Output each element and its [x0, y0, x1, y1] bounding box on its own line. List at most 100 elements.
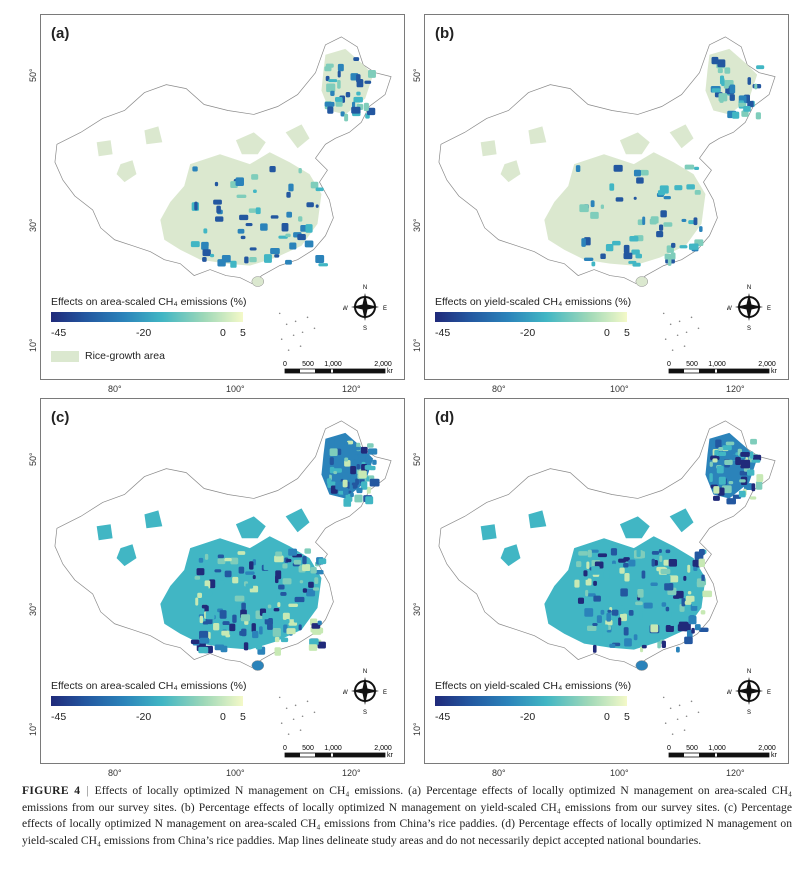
figure-caption: FIGURE 4 | Effects of locally optimized N …	[22, 783, 792, 849]
compass-e-label: E	[767, 690, 771, 696]
rice-region	[116, 544, 137, 567]
latitude-label: 50°	[412, 452, 422, 466]
china-map	[54, 36, 392, 351]
legend-title: Effects on yield-scaled CH₄ emissions (%…	[435, 680, 632, 692]
colorbar-tick-label: 0	[604, 327, 610, 339]
colorbar-tick-label: -20	[136, 711, 152, 723]
rice-region	[285, 508, 310, 533]
longitude-label: 120°	[726, 768, 745, 778]
panel-label: (d)	[435, 409, 455, 426]
rice-region	[619, 132, 650, 155]
compass-e-label: E	[383, 690, 387, 696]
caption-text: Effects of locally optimized N managemen…	[22, 784, 792, 847]
compass-rose-icon: N S E W	[343, 669, 387, 715]
compass-s-label: S	[363, 710, 367, 715]
rice-region	[144, 126, 163, 145]
scale-unit: km	[771, 368, 777, 375]
panel-label: (b)	[435, 25, 455, 42]
compass-w-label: W	[343, 690, 348, 696]
china-map	[54, 420, 392, 735]
colorbar-tick-label: -45	[51, 711, 67, 723]
scale-label: 2,000	[758, 361, 776, 368]
colorbar-tick-label: 0	[220, 327, 226, 339]
colorbar-tick-label: 5	[624, 327, 630, 339]
compass-rose-icon: N S E W	[727, 669, 771, 715]
colorbar-tick-label: 0	[604, 711, 610, 723]
longitude-label: 80°	[492, 384, 506, 394]
rice-region	[669, 508, 694, 533]
longitude-label: 80°	[108, 384, 122, 394]
panel-label: (c)	[51, 409, 70, 426]
map-panel-a: (a) Effects on area-scaled CH₄ emissions …	[40, 14, 405, 380]
scale-label: 1,000	[708, 745, 726, 752]
figure-number: FIGURE 4	[22, 784, 81, 797]
colorbar	[51, 312, 243, 322]
latitude-label: 50°	[412, 68, 422, 82]
colorbar-tick-label: -45	[51, 327, 67, 339]
scale-bar: 0 500 1,000 2,000km	[283, 361, 393, 375]
latitude-label: 50°	[28, 452, 38, 466]
panel-label: (a)	[51, 25, 70, 42]
colorbar-tick-label: -20	[520, 327, 536, 339]
latitude-label: 30°	[28, 218, 38, 232]
compass-w-label: W	[727, 306, 732, 312]
hainan-island	[251, 276, 265, 287]
longitude-label: 80°	[108, 768, 122, 778]
scale-label: 500	[302, 745, 314, 752]
scale-label: 0	[667, 361, 671, 368]
scale-unit: km	[771, 752, 777, 759]
longitude-label: 120°	[726, 384, 745, 394]
latitude-label: 50°	[28, 68, 38, 82]
hainan-island	[635, 276, 649, 287]
legend-title: Effects on area-scaled CH₄ emissions (%)	[51, 296, 247, 308]
longitude-label: 100°	[226, 768, 245, 778]
latitude-label: 10°	[28, 338, 38, 352]
rice-region	[480, 140, 497, 157]
rice-region	[619, 516, 650, 539]
rice-region	[96, 524, 113, 541]
compass-w-label: W	[343, 306, 348, 312]
colorbar	[51, 696, 243, 706]
scale-label: 1,000	[708, 361, 726, 368]
scale-label: 0	[283, 361, 287, 368]
colorbar-tick-label: 5	[240, 711, 246, 723]
rice-region	[235, 132, 266, 155]
caption-separator: |	[86, 784, 89, 797]
map-panel-b: (b) Effects on yield-scaled CH₄ emissions…	[424, 14, 789, 380]
longitude-label: 100°	[610, 384, 629, 394]
longitude-label: 80°	[492, 768, 506, 778]
rice-legend-label: Rice-growth area	[85, 350, 165, 362]
scale-label: 500	[302, 361, 314, 368]
scale-bar: 0 500 1,000 2,000km	[667, 745, 777, 759]
compass-e-label: E	[383, 306, 387, 312]
compass-s-label: S	[747, 710, 751, 715]
hainan-island	[635, 660, 649, 671]
compass-s-label: S	[747, 326, 751, 331]
site-effects	[575, 56, 765, 267]
compass-s-label: S	[363, 326, 367, 331]
rice-region	[285, 124, 310, 149]
scale-bar: 0 500 1,000 2,000km	[667, 361, 777, 375]
colorbar-tick-label: 5	[624, 711, 630, 723]
longitude-label: 120°	[342, 384, 361, 394]
latitude-label: 10°	[28, 722, 38, 736]
site-effects	[574, 438, 764, 653]
colorbar-tick-label: -45	[435, 711, 451, 723]
longitude-label: 100°	[226, 384, 245, 394]
longitude-label: 100°	[610, 768, 629, 778]
site-effects	[190, 439, 380, 656]
legend-title: Effects on yield-scaled CH₄ emissions (%…	[435, 296, 632, 308]
rice-region	[500, 544, 521, 567]
colorbar-tick-label: 0	[220, 711, 226, 723]
colorbar-tick-label: 5	[240, 327, 246, 339]
rice-region	[500, 160, 521, 183]
rice-region	[669, 124, 694, 149]
latitude-label: 30°	[28, 602, 38, 616]
latitude-label: 10°	[412, 722, 422, 736]
colorbar	[435, 696, 627, 706]
scale-label: 1,000	[324, 361, 342, 368]
rice-region	[116, 160, 137, 183]
china-map	[438, 36, 776, 351]
china-map	[438, 420, 776, 735]
compass-rose-icon: N S E W	[727, 285, 771, 331]
